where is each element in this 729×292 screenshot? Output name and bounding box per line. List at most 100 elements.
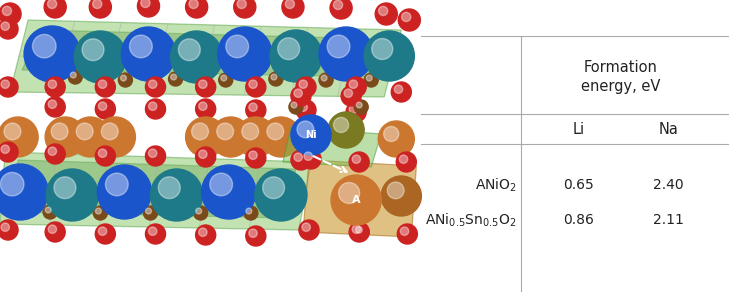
Circle shape: [319, 73, 333, 87]
Circle shape: [226, 35, 249, 58]
Circle shape: [144, 206, 157, 220]
Circle shape: [98, 149, 106, 157]
Circle shape: [149, 149, 157, 157]
Circle shape: [372, 39, 393, 60]
Circle shape: [98, 227, 106, 235]
Circle shape: [54, 177, 76, 199]
Circle shape: [217, 123, 233, 140]
Circle shape: [146, 99, 165, 119]
Circle shape: [120, 75, 126, 81]
Circle shape: [45, 207, 51, 213]
Circle shape: [70, 117, 110, 157]
Circle shape: [1, 80, 9, 88]
Circle shape: [294, 153, 303, 161]
Circle shape: [211, 117, 251, 157]
Text: 0.86: 0.86: [564, 213, 594, 227]
Circle shape: [47, 0, 57, 8]
Text: ANi$_{0.5}$Sn$_{0.5}$O$_2$: ANi$_{0.5}$Sn$_{0.5}$O$_2$: [425, 211, 517, 229]
Circle shape: [246, 100, 266, 120]
Circle shape: [349, 80, 357, 88]
Circle shape: [43, 205, 57, 219]
Text: Na: Na: [658, 123, 678, 138]
Circle shape: [82, 39, 104, 61]
Polygon shape: [0, 152, 311, 230]
Circle shape: [397, 224, 417, 244]
Circle shape: [98, 102, 106, 110]
Circle shape: [146, 208, 152, 214]
Circle shape: [106, 173, 128, 196]
Text: A: A: [352, 195, 360, 205]
Circle shape: [262, 177, 284, 199]
Text: Li: Li: [572, 123, 585, 138]
Circle shape: [297, 121, 313, 138]
Circle shape: [69, 70, 82, 84]
Circle shape: [246, 208, 252, 214]
Circle shape: [149, 80, 157, 88]
Circle shape: [95, 117, 136, 157]
Circle shape: [331, 175, 381, 225]
Circle shape: [0, 142, 18, 162]
Circle shape: [195, 208, 202, 214]
Circle shape: [291, 86, 311, 106]
Circle shape: [198, 102, 207, 110]
Circle shape: [291, 115, 331, 155]
Circle shape: [237, 0, 246, 8]
Circle shape: [349, 222, 369, 242]
Circle shape: [150, 169, 203, 221]
Circle shape: [291, 102, 297, 108]
Circle shape: [299, 220, 319, 240]
Circle shape: [356, 102, 362, 108]
Circle shape: [45, 222, 65, 242]
Circle shape: [210, 173, 233, 196]
Circle shape: [0, 164, 48, 220]
Circle shape: [327, 35, 350, 58]
Circle shape: [0, 220, 18, 240]
Circle shape: [246, 77, 266, 97]
Circle shape: [219, 73, 233, 87]
Circle shape: [289, 100, 303, 114]
Circle shape: [255, 169, 307, 221]
Circle shape: [195, 99, 216, 119]
Circle shape: [299, 80, 308, 88]
Circle shape: [383, 126, 399, 142]
Circle shape: [198, 80, 207, 88]
Circle shape: [400, 227, 409, 235]
Circle shape: [278, 38, 300, 60]
Circle shape: [333, 0, 343, 10]
Circle shape: [394, 85, 402, 93]
Circle shape: [353, 224, 369, 240]
Text: 2.11: 2.11: [653, 213, 684, 227]
Circle shape: [122, 27, 176, 81]
Circle shape: [328, 112, 364, 148]
Circle shape: [349, 105, 357, 113]
Circle shape: [158, 177, 180, 199]
Circle shape: [375, 3, 397, 25]
Circle shape: [186, 0, 208, 18]
Circle shape: [89, 0, 112, 18]
Polygon shape: [303, 160, 416, 237]
Circle shape: [270, 30, 322, 82]
Text: 2.40: 2.40: [653, 178, 684, 192]
Polygon shape: [22, 30, 386, 77]
Circle shape: [242, 123, 259, 140]
Circle shape: [138, 0, 160, 17]
Circle shape: [304, 152, 313, 160]
Circle shape: [0, 19, 18, 39]
Circle shape: [218, 27, 272, 81]
Text: Ni: Ni: [305, 130, 317, 140]
Circle shape: [338, 182, 359, 204]
Circle shape: [24, 26, 80, 82]
Circle shape: [235, 117, 276, 157]
Circle shape: [202, 165, 256, 219]
Circle shape: [378, 6, 388, 15]
Circle shape: [0, 117, 38, 157]
Circle shape: [397, 152, 416, 172]
Circle shape: [149, 102, 157, 110]
Circle shape: [333, 117, 348, 133]
Circle shape: [198, 228, 207, 237]
Circle shape: [186, 117, 226, 157]
Circle shape: [48, 147, 57, 155]
Circle shape: [387, 182, 404, 199]
Circle shape: [95, 99, 115, 119]
Circle shape: [354, 100, 368, 114]
